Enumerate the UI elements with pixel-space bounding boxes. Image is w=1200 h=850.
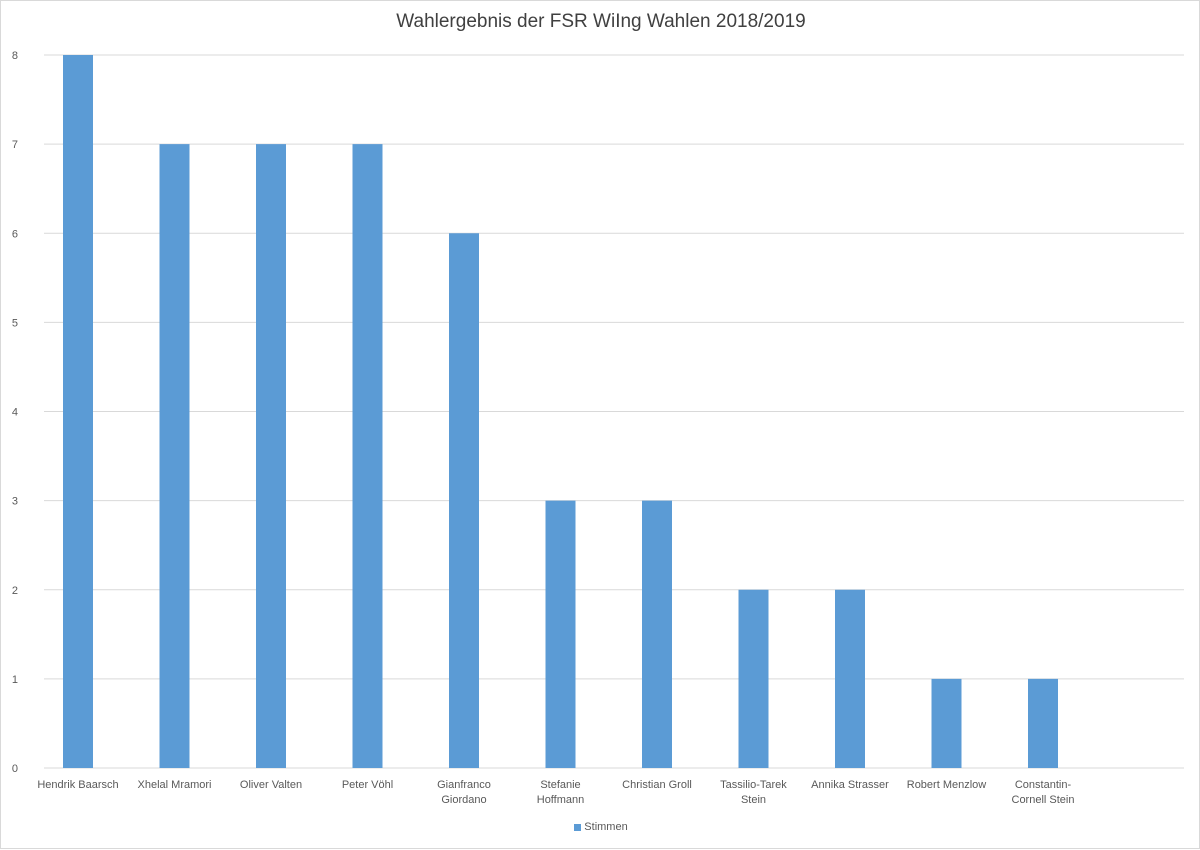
y-tick-label: 4: [12, 407, 18, 419]
x-tick-label: Xhelal Mramori: [138, 779, 212, 791]
bar: [352, 144, 383, 768]
x-tick-label: Christian Groll: [622, 779, 692, 791]
legend-label: Stimmen: [584, 821, 628, 834]
x-tick-label: Hendrik Baarsch: [37, 779, 118, 791]
y-tick-label: 7: [12, 139, 18, 151]
bar: [931, 678, 962, 768]
bar: [256, 144, 286, 768]
x-tick-label: Cornell Stein: [1012, 794, 1075, 806]
bar: [449, 233, 479, 768]
x-tick-label: Stein: [741, 794, 766, 806]
x-tick-label: Stefanie: [540, 779, 580, 791]
bar: [63, 55, 93, 768]
x-tick-label: Constantin-: [1015, 779, 1072, 791]
chart-title: Wahlergebnis der FSR WiIng Wahlen 2018/2…: [396, 11, 806, 32]
x-tick-label: Hoffmann: [537, 794, 585, 806]
bar: [738, 589, 769, 768]
bar: [835, 589, 865, 768]
x-tick-label: Giordano: [441, 794, 486, 806]
y-tick-label: 1: [12, 674, 18, 686]
y-tick-label: 2: [12, 585, 18, 597]
bar: [1028, 678, 1058, 768]
x-tick-label: Gianfranco: [437, 779, 491, 791]
y-tick-label: 3: [12, 496, 18, 508]
y-tick-label: 6: [12, 228, 18, 240]
bar: [642, 500, 672, 768]
x-tick-label: Tassilio-Tarek: [720, 779, 787, 791]
y-tick-label: 8: [12, 50, 18, 62]
bar: [159, 144, 190, 768]
y-tick-label: 5: [12, 317, 18, 329]
x-tick-label: Robert Menzlow: [907, 779, 987, 791]
x-tick-label: Peter Vöhl: [342, 779, 393, 791]
x-tick-label: Annika Strasser: [811, 779, 889, 791]
legend-swatch: [574, 823, 582, 831]
x-tick-label: Oliver Valten: [240, 779, 302, 791]
legend: Stimmen: [1, 821, 1200, 833]
y-tick-label: 0: [12, 763, 18, 775]
bar: [545, 500, 576, 768]
